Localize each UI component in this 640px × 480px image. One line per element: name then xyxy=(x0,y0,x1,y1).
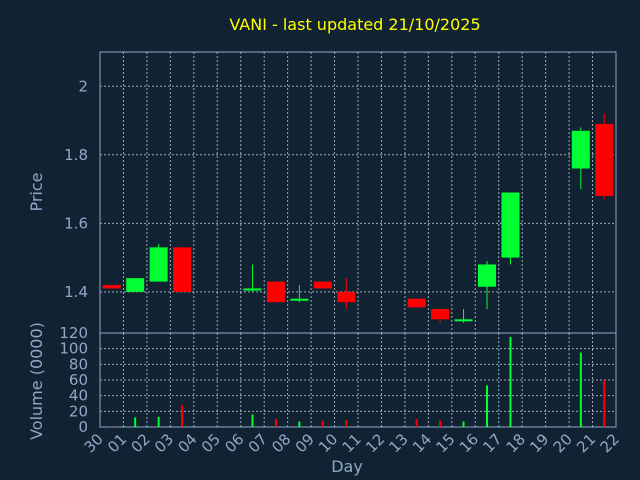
volume-bar xyxy=(462,421,465,427)
volume-bar xyxy=(603,380,606,427)
candle-body xyxy=(431,309,450,320)
volume-frame xyxy=(99,332,617,428)
volume-tick-label: 40 xyxy=(69,387,88,405)
candle-body xyxy=(243,288,262,291)
x-tick-label: 16 xyxy=(456,430,482,456)
candle-body xyxy=(571,130,590,169)
x-tick-label: 17 xyxy=(479,430,505,456)
volume-bar xyxy=(251,414,254,427)
candle-body xyxy=(126,278,145,292)
x-tick-label: 05 xyxy=(198,430,224,456)
x-tick-label: 14 xyxy=(409,430,435,456)
x-axis-label: Day xyxy=(331,457,363,476)
volume-bar xyxy=(345,419,348,427)
candle-body xyxy=(313,281,332,289)
x-tick-label: 22 xyxy=(597,430,623,456)
price-panel: 1.4 1.6 1.8 2 xyxy=(64,51,617,334)
volume-bar xyxy=(486,385,488,427)
x-tick-label: 15 xyxy=(432,430,458,456)
x-tick-label: 18 xyxy=(503,430,529,456)
price-tick-label: 1.6 xyxy=(64,214,88,232)
x-tick-label: 21 xyxy=(573,430,599,456)
volume-bar xyxy=(274,419,277,427)
candle-body xyxy=(595,123,614,196)
x-tick-label: 02 xyxy=(128,430,154,456)
price-tick-label: 1.8 xyxy=(64,146,88,164)
candle-body xyxy=(478,264,496,287)
volume-bar xyxy=(321,420,324,427)
x-tick-label: 07 xyxy=(245,430,271,456)
price-axis-label: Price xyxy=(27,172,46,211)
volume-tick-label: 100 xyxy=(59,340,88,358)
candle-body xyxy=(266,281,285,303)
x-tick-label: 08 xyxy=(268,430,294,456)
volume-tick-label: 80 xyxy=(69,355,88,373)
x-tick-label: 19 xyxy=(526,430,552,456)
x-tick-label: 12 xyxy=(362,430,388,456)
candle-body xyxy=(501,192,520,258)
candle-body xyxy=(290,298,309,301)
volume-tick-label: 0 xyxy=(78,418,88,436)
volume-bar xyxy=(415,419,418,427)
volume-bar xyxy=(157,416,160,427)
price-tick-label: 2 xyxy=(78,77,88,95)
volume-bar xyxy=(509,336,512,427)
price-tick-label: 1.4 xyxy=(64,283,88,301)
x-tick-label: 01 xyxy=(104,430,130,456)
x-tick-label: 09 xyxy=(292,430,318,456)
candle-body xyxy=(173,247,192,292)
candle-body xyxy=(337,291,356,303)
x-tick-label: 13 xyxy=(386,430,412,456)
volume-bar xyxy=(181,405,184,427)
volume-bar xyxy=(134,417,137,427)
x-tick-label: 06 xyxy=(221,430,247,456)
candle-body xyxy=(102,285,121,289)
x-tick-label: 03 xyxy=(151,430,177,456)
candle-body xyxy=(149,247,168,282)
volume-tick-label: 120 xyxy=(59,324,88,342)
x-tick-label: 04 xyxy=(174,430,200,456)
volume-tick-label: 60 xyxy=(69,371,88,389)
volume-bar xyxy=(298,421,301,427)
volume-panel: 0204060801001203001020304050607080910111… xyxy=(59,324,622,456)
volume-bar xyxy=(439,420,442,427)
candle-body xyxy=(407,298,426,308)
volume-tick-label: 20 xyxy=(69,402,88,420)
volume-axis-label: Volume (0000) xyxy=(27,322,46,440)
chart-title: VANI - last updated 21/10/2025 xyxy=(229,15,480,34)
x-tick-label: 10 xyxy=(315,430,341,456)
x-tick-label: 20 xyxy=(550,430,576,456)
x-tick-label: 11 xyxy=(339,430,365,456)
volume-bar xyxy=(579,352,582,427)
volume-bar xyxy=(110,426,113,427)
candle-body xyxy=(454,319,473,322)
